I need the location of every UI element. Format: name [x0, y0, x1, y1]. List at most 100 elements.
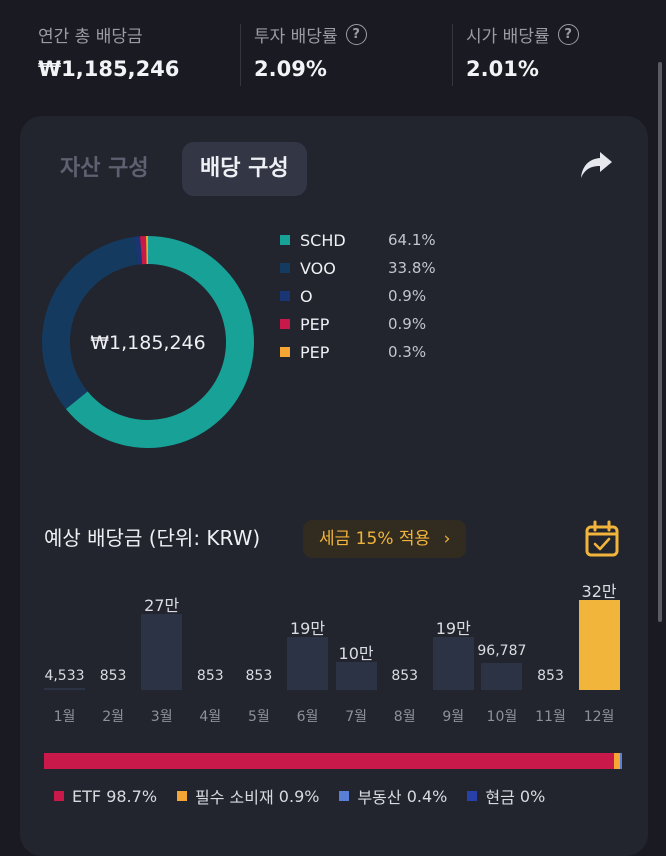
help-icon[interactable]: ?	[345, 24, 367, 45]
month-label: 2월	[102, 709, 124, 725]
month-label: 4월	[199, 709, 222, 725]
expected-dividend-title: 예상 배당금 (단위: KRW)	[44, 526, 261, 550]
bar-month-2[interactable]	[93, 688, 134, 690]
legend-percent: 0.9%	[388, 287, 427, 305]
bar-month-11[interactable]	[530, 688, 571, 690]
bar-month-8[interactable]	[384, 688, 425, 690]
legend-item-pep: PEP 0.9%	[280, 310, 436, 338]
legend-name: SCHD	[300, 230, 346, 250]
stack-segment-1	[614, 753, 620, 769]
bar-month-4[interactable]	[190, 688, 231, 690]
legend-name: O	[300, 286, 313, 306]
monthly-dividend-bar-chart: 4,533 853 27만 853 853 19만 10만 853 19만 96,787 853 32…	[40, 580, 640, 750]
share-icon[interactable]	[578, 150, 614, 182]
stat-value: ₩1,185,246	[38, 57, 180, 81]
legend-percent: 0.3%	[388, 343, 427, 361]
bar-month-1[interactable]	[44, 688, 85, 690]
bar-month-10[interactable]	[481, 662, 523, 690]
stat-label: 투자 배당률	[254, 27, 338, 47]
dividend-card: 자산 구성 배당 구성 ₩1,185,246 SCHD 64.1% VOO 33…	[20, 116, 648, 856]
stat-value: 2.01%	[466, 57, 539, 81]
bar-value-label: 10만	[338, 643, 374, 663]
sector-name: ETF	[72, 786, 102, 806]
bar-value-label: 853	[537, 668, 564, 684]
sector-name: 부동산	[357, 788, 402, 807]
bar-value-label: 96,787	[477, 642, 527, 659]
donut-slice-o[interactable]	[134, 236, 143, 265]
divider	[452, 24, 453, 86]
month-label: 8월	[393, 709, 416, 725]
legend-name: PEP	[300, 342, 330, 362]
stack-segment-2	[619, 753, 622, 769]
bar-value-label: 853	[391, 668, 419, 684]
month-label: 9월	[442, 709, 465, 725]
month-label: 10월	[486, 709, 518, 725]
bar-value-label: 853	[196, 668, 224, 684]
stat-label: 연간 총 배당금	[38, 27, 143, 47]
sector-percent: 0.9%	[278, 786, 320, 806]
sector-legend-real-estate: 부동산 0.4%	[339, 784, 447, 808]
stack-segment-0	[44, 753, 615, 769]
month-label: 12월	[583, 709, 615, 725]
donut-slice-pep-2[interactable]	[146, 236, 148, 265]
sector-legend: ETF 98.7% 필수 소비재 0.9% 부동산 0.4% 현금 0%	[54, 784, 565, 808]
sector-percent: 0.4%	[406, 786, 448, 806]
bar-month-9[interactable]	[432, 636, 474, 690]
legend-swatch	[339, 791, 350, 801]
donut-chart: ₩1,185,246	[42, 236, 254, 448]
tab-asset-composition[interactable]: 자산 구성	[60, 156, 149, 181]
legend-swatch	[177, 791, 188, 801]
donut-center-total: ₩1,185,246	[90, 332, 205, 354]
donut-legend: SCHD 64.1% VOO 33.8% O 0.9% PEP 0.9% PEP…	[280, 226, 436, 366]
calendar-check-icon[interactable]	[584, 520, 620, 558]
legend-swatch	[280, 319, 290, 329]
sector-legend-etf: ETF 98.7%	[54, 787, 157, 806]
bar-value-label: 4,533	[44, 668, 85, 684]
help-icon[interactable]: ?	[557, 24, 579, 45]
month-label: 3월	[150, 709, 173, 725]
sector-name: 필수 소비재	[195, 788, 274, 807]
tax-label: 세금 15% 적용	[319, 529, 431, 549]
bar-month-12[interactable]	[578, 600, 620, 690]
legend-swatch	[467, 791, 478, 801]
scrollbar[interactable]	[658, 62, 662, 622]
stat-investment-yield: 투자 배당률? 2.09%	[254, 22, 367, 81]
legend-name: PEP	[300, 314, 330, 334]
bar-month-5[interactable]	[238, 688, 279, 690]
legend-swatch	[280, 291, 290, 301]
legend-swatch	[280, 347, 290, 357]
summary-stats: 연간 총 배당금 ₩1,185,246 투자 배당률? 2.09% 시가 배당률…	[0, 0, 666, 100]
donut-slice-pep[interactable]	[140, 236, 147, 265]
sector-name: 현금	[485, 788, 515, 807]
legend-swatch	[54, 791, 64, 801]
bar-month-6[interactable]	[287, 636, 328, 690]
donut-slice-voo[interactable]	[42, 236, 138, 410]
bar-value-label: 853	[245, 668, 273, 684]
chevron-right-icon: ›	[443, 529, 451, 549]
sector-stacked-bar	[44, 753, 622, 769]
sector-legend-cash: 현금 0%	[467, 784, 545, 808]
bar-value-label: 27만	[144, 596, 180, 616]
legend-swatch	[280, 235, 290, 245]
legend-item-schd: SCHD 64.1%	[280, 226, 436, 254]
month-label: 7월	[345, 709, 367, 725]
bar-month-3[interactable]	[141, 614, 183, 690]
bar-value-label: 19만	[289, 618, 326, 638]
month-label: 6월	[296, 709, 319, 725]
tab-dividend-composition[interactable]: 배당 구성	[182, 142, 307, 196]
sector-legend-consumer-staples: 필수 소비재 0.9%	[177, 784, 319, 808]
bar-month-7[interactable]	[335, 661, 377, 690]
legend-swatch	[280, 263, 290, 273]
stat-annual-total: 연간 총 배당금 ₩1,185,246	[38, 22, 179, 81]
month-label: 11월	[535, 709, 566, 725]
stat-label: 시가 배당률	[466, 27, 550, 47]
stat-value: 2.09%	[254, 57, 327, 81]
donut-slice-schd[interactable]	[65, 236, 254, 448]
legend-name: VOO	[300, 258, 336, 278]
legend-item-pep-2: PEP 0.3%	[280, 338, 436, 366]
sector-percent: 0%	[519, 786, 546, 806]
legend-percent: 33.8%	[388, 259, 436, 277]
tax-applied-button[interactable]: 세금 15% 적용 ›	[303, 520, 467, 558]
legend-percent: 0.9%	[388, 315, 427, 333]
stat-market-yield: 시가 배당률? 2.01%	[466, 22, 579, 81]
